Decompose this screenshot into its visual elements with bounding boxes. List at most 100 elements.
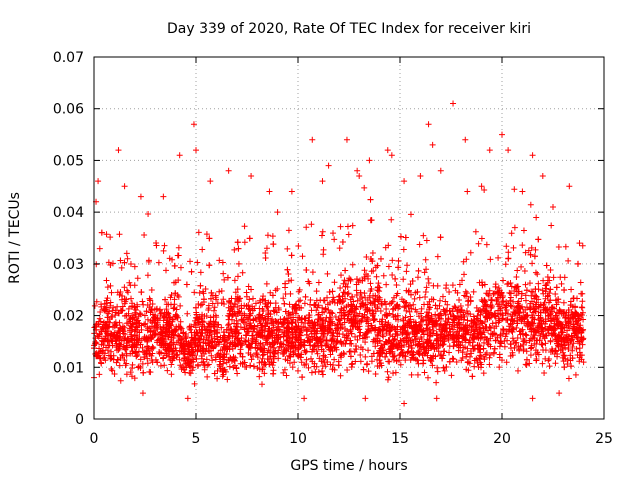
roti-point (505, 310, 512, 317)
plot-area-border (93, 56, 605, 420)
roti-point (357, 303, 364, 310)
roti-point (376, 288, 383, 295)
x-tick-label: 15 (391, 431, 409, 447)
roti-point (289, 319, 296, 326)
roti-point (361, 334, 368, 341)
roti-point-peak (576, 240, 583, 247)
roti-point (538, 341, 545, 348)
roti-point (104, 284, 111, 291)
roti-point (526, 360, 533, 367)
roti-point (482, 308, 489, 315)
x-tick-label: 10 (289, 431, 307, 447)
roti-point (116, 291, 123, 298)
roti-point (311, 360, 318, 367)
roti-point (527, 326, 534, 333)
roti-point (240, 319, 247, 326)
roti-point (202, 348, 209, 355)
roti-point (547, 267, 554, 274)
roti-point (191, 321, 198, 328)
roti-point (119, 351, 126, 358)
roti-point (346, 308, 353, 315)
roti-point-peak (529, 152, 536, 159)
roti-point (465, 302, 472, 309)
roti-point (214, 351, 221, 358)
roti-point (221, 350, 228, 357)
roti-point (157, 362, 164, 369)
roti-point (171, 296, 178, 303)
roti-point (321, 333, 328, 340)
roti-point (397, 326, 404, 333)
roti-point (296, 325, 303, 332)
roti-point (421, 369, 428, 376)
roti-point (572, 329, 579, 336)
roti-point (144, 316, 151, 323)
roti-point (555, 332, 562, 339)
roti-point (496, 317, 503, 324)
roti-point-peak (529, 395, 536, 402)
roti-point (273, 332, 280, 339)
roti-point (344, 366, 351, 373)
roti-point-peak (505, 147, 512, 154)
roti-point (227, 299, 234, 306)
roti-point (202, 286, 209, 293)
roti-point (527, 306, 534, 313)
roti-point-peak (356, 172, 363, 179)
roti-point (371, 315, 378, 322)
roti-point (409, 351, 416, 358)
roti-point (168, 334, 175, 341)
roti-point (139, 298, 146, 305)
roti-point (199, 246, 206, 253)
roti-point (168, 322, 175, 329)
roti-point (380, 272, 387, 279)
roti-point (546, 277, 553, 284)
roti-point (143, 334, 150, 341)
roti-point (408, 371, 415, 378)
roti-point (407, 291, 414, 298)
roti-point (269, 233, 276, 240)
roti-point-peak (417, 172, 424, 179)
roti-point (201, 366, 208, 373)
roti-point (164, 367, 171, 374)
roti-point (121, 296, 128, 303)
roti-point (263, 245, 270, 252)
roti-point (434, 253, 441, 260)
roti-point (443, 364, 450, 371)
roti-point (319, 371, 326, 378)
roti-point (426, 318, 433, 325)
roti-point (320, 251, 327, 258)
roti-point (336, 298, 343, 305)
roti-point (383, 306, 390, 313)
roti-point (415, 341, 422, 348)
roti-point (374, 262, 381, 269)
roti-point (378, 318, 385, 325)
roti-point (226, 321, 233, 328)
roti-point (442, 318, 449, 325)
roti-point (492, 283, 499, 290)
roti-point (274, 319, 281, 326)
roti-point (320, 316, 327, 323)
roti-point (345, 231, 352, 238)
roti-point-peak (274, 209, 281, 216)
roti-point (471, 336, 478, 343)
roti-point-peak (207, 178, 214, 185)
roti-point (238, 316, 245, 323)
roti-point (368, 268, 375, 275)
roti-point (148, 345, 155, 352)
roti-point (342, 283, 349, 290)
roti-point (313, 297, 320, 304)
roti-point (270, 359, 277, 366)
roti-point (141, 312, 148, 319)
roti-point (319, 367, 326, 374)
roti-point (395, 264, 402, 271)
roti-point (446, 288, 453, 295)
roti-point (492, 313, 499, 320)
roti-point (244, 325, 251, 332)
roti-point (397, 361, 404, 368)
roti-point (571, 325, 578, 332)
roti-point (379, 331, 386, 338)
roti-point (518, 295, 525, 302)
roti-point (283, 348, 290, 355)
roti-point (230, 354, 237, 361)
roti-point (116, 231, 123, 238)
roti-point (405, 287, 412, 294)
